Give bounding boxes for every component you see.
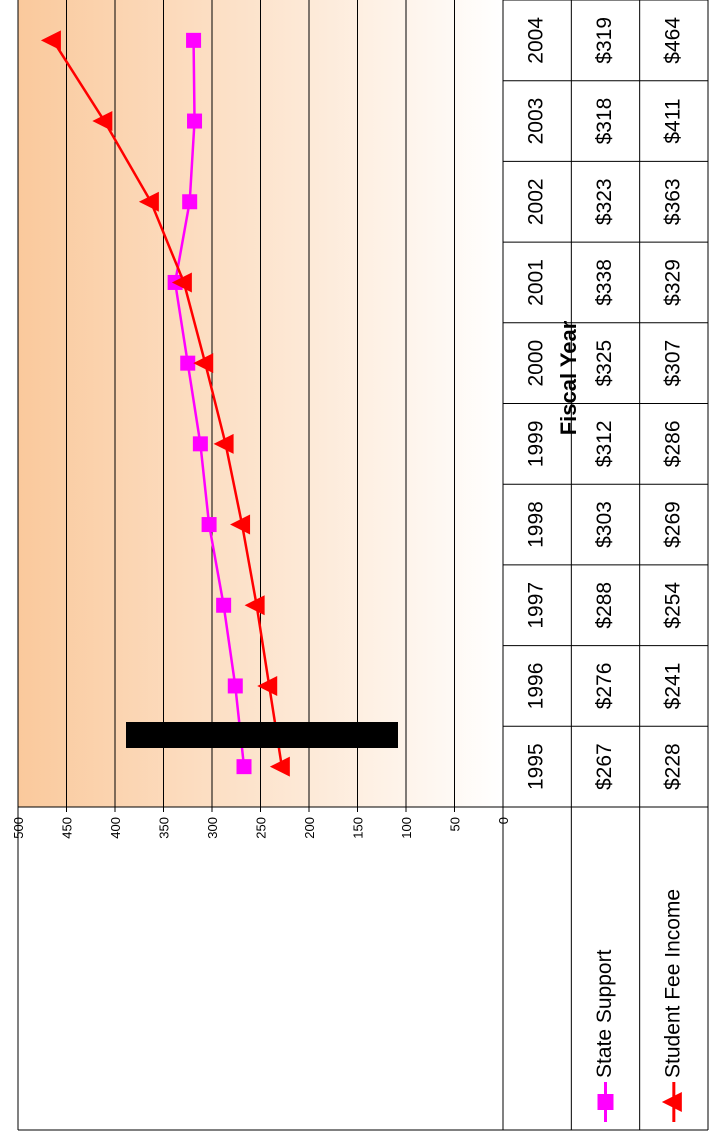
data-label: $338 — [593, 259, 616, 306]
category-label: 1998 — [525, 501, 548, 548]
data-point — [227, 678, 243, 694]
value-axis: 050100150200250300350400450500 — [11, 806, 511, 839]
data-point — [269, 756, 290, 777]
category-label: 2002 — [525, 178, 548, 225]
data-label: $269 — [661, 501, 684, 548]
data-label: $312 — [593, 420, 616, 467]
axis-tick-label: 350 — [157, 817, 172, 839]
axis-tick-label: 400 — [108, 817, 123, 839]
data-point — [213, 433, 234, 454]
data-label: $323 — [593, 178, 616, 225]
data-label: $318 — [593, 98, 616, 145]
category-label: 1995 — [525, 743, 548, 790]
axis-tick-label: 250 — [254, 817, 269, 839]
data-point — [257, 675, 278, 696]
category-label: 2000 — [525, 340, 548, 387]
category-label: 2001 — [525, 259, 548, 306]
data-label: $276 — [593, 663, 616, 710]
data-point — [186, 32, 202, 48]
data-point — [171, 272, 192, 293]
data-label: $286 — [661, 420, 684, 467]
data-point — [182, 194, 198, 210]
data-label: $288 — [593, 582, 616, 629]
data-point — [236, 759, 252, 775]
axis-tick-label: 200 — [302, 817, 317, 839]
series-line — [173, 40, 246, 767]
series-lines — [40, 30, 290, 777]
axis-tick-label: 300 — [205, 817, 220, 839]
data-label: $363 — [661, 178, 684, 225]
data-point — [92, 111, 113, 132]
category-label: 1996 — [525, 663, 548, 710]
gridlines — [17, 0, 455, 807]
data-point — [138, 191, 159, 212]
category-label: 1999 — [525, 420, 548, 467]
data-point — [201, 517, 217, 533]
data-label: $325 — [593, 340, 616, 387]
data-point — [192, 436, 208, 452]
data-label: $267 — [593, 743, 616, 790]
category-label: 2003 — [525, 98, 548, 145]
legend-label: State Support — [593, 949, 616, 1078]
x-axis-title: Fiscal Year — [556, 320, 581, 435]
data-point — [230, 514, 251, 535]
legend-label: Student Fee Income — [661, 889, 684, 1078]
data-point — [187, 113, 203, 129]
data-label: $319 — [593, 17, 616, 64]
axis-tick-label: 150 — [351, 817, 366, 839]
data-point — [40, 30, 61, 51]
data-label: $307 — [661, 340, 684, 387]
data-label: $411 — [661, 98, 684, 143]
axis-tick-label: 50 — [448, 817, 463, 831]
data-label: $303 — [593, 501, 616, 548]
category-label: 2004 — [525, 17, 548, 64]
axis-tick-label: 100 — [399, 817, 414, 839]
data-point — [180, 355, 196, 371]
redaction-bar — [126, 722, 398, 748]
data-point — [193, 353, 214, 374]
series-line — [51, 39, 284, 767]
data-label: $241 — [661, 663, 684, 710]
data-point — [244, 595, 265, 616]
data-label: $228 — [661, 743, 684, 790]
data-label: $254 — [661, 582, 684, 629]
legend-marker — [597, 1094, 614, 1110]
axis-tick-label: 450 — [60, 817, 75, 839]
data-label: $329 — [661, 259, 684, 306]
category-label: 1997 — [525, 582, 548, 629]
legend-marker — [661, 1092, 682, 1112]
data-point — [216, 597, 232, 613]
data-label: $464 — [661, 17, 684, 64]
data-table: 1995 $267 $228 1996 $276 $241 1997 $288 $254 1998… — [17, 0, 709, 1131]
